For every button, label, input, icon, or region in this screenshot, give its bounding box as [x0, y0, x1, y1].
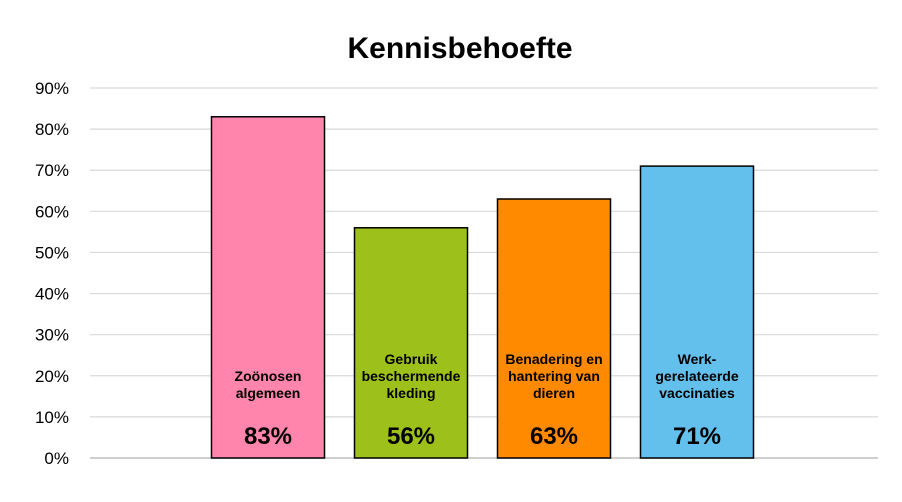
grid — [90, 87, 878, 459]
value-label: 63% — [530, 423, 578, 450]
bar-labels: Zoönosen algemeen 83% Gebruik beschermende kl… — [235, 351, 739, 450]
category-label: Benadering en hantering van dieren — [505, 351, 602, 401]
y-tick-label: 0% — [44, 449, 69, 468]
bar — [639, 165, 755, 459]
y-tick-label: 50% — [35, 243, 69, 262]
y-tick-label: 10% — [35, 408, 69, 427]
bars — [210, 116, 755, 459]
y-tick-label: 60% — [35, 202, 69, 221]
value-label: 56% — [387, 423, 435, 450]
chart-title: Kennisbehoefte — [347, 32, 572, 65]
category-label: Zoönosen algemeen — [235, 368, 302, 401]
y-tick-label: 90% — [35, 79, 69, 98]
value-label: 83% — [244, 423, 292, 450]
y-tick-label: 30% — [35, 326, 69, 345]
category-label: Werk-gerelateerde vaccinaties — [655, 351, 738, 401]
y-tick-label: 70% — [35, 161, 69, 180]
bar — [210, 116, 326, 459]
y-axis: 0% 10% 20% 30% 40% 50% 60% 70% 80% 90% — [35, 79, 69, 468]
bar — [353, 227, 469, 459]
value-label: 71% — [673, 423, 721, 450]
y-tick-label: 40% — [35, 285, 69, 304]
y-tick-label: 80% — [35, 120, 69, 139]
category-label: Gebruik beschermende kleding — [362, 351, 461, 401]
bar — [496, 198, 612, 459]
y-tick-label: 20% — [35, 367, 69, 386]
